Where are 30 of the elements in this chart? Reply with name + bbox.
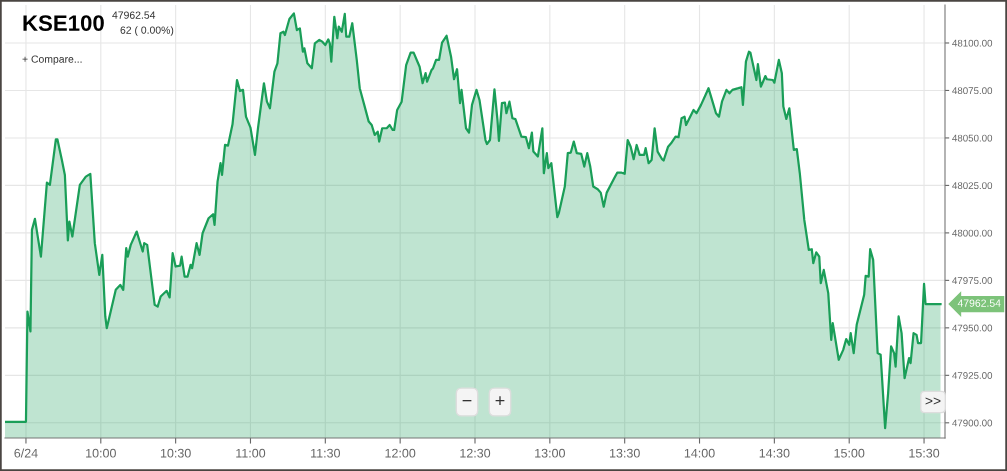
x-tick-label: 11:00 [236, 448, 266, 458]
x-tick-label: 6/24 [14, 448, 38, 458]
annotation: 62 ( 0.00%) [120, 26, 174, 36]
annotation: >> [925, 397, 941, 405]
y-tick-label: 47975.00 [952, 277, 993, 284]
x-tick-label: 11:30 [311, 448, 341, 458]
annotation: 47962.54 [957, 299, 1001, 307]
chart-title: KSE100 [23, 15, 104, 31]
x-tick-label: 14:00 [684, 448, 715, 458]
x-tick-label: 10:00 [86, 448, 116, 458]
x-tick-label: 10:30 [160, 448, 191, 458]
annotation: 47962.54 [112, 11, 156, 19]
x-tick-label: 15:30 [909, 448, 940, 458]
y-tick-label: 48075.00 [952, 87, 993, 95]
annotation: + [495, 396, 505, 406]
x-tick-label: 12:30 [460, 448, 491, 458]
y-tick-label: 48100.00 [952, 39, 993, 47]
y-tick-label: 48000.00 [952, 229, 993, 237]
x-tick-label: 12:00 [385, 448, 416, 458]
y-tick-label: 47925.00 [952, 372, 993, 379]
annotation: − [462, 400, 472, 402]
y-tick-label: 48025.00 [952, 182, 993, 190]
x-tick-label: 13:30 [610, 448, 640, 458]
annotation: + Compare... [22, 55, 82, 65]
x-tick-label: 15:00 [834, 448, 865, 458]
y-tick-label: 48050.00 [952, 134, 993, 142]
x-tick-label: 13:00 [535, 448, 565, 458]
x-tick-label: 14:30 [759, 448, 790, 458]
y-tick-label: 47900.00 [952, 419, 993, 427]
y-tick-label: 47950.00 [952, 324, 993, 332]
